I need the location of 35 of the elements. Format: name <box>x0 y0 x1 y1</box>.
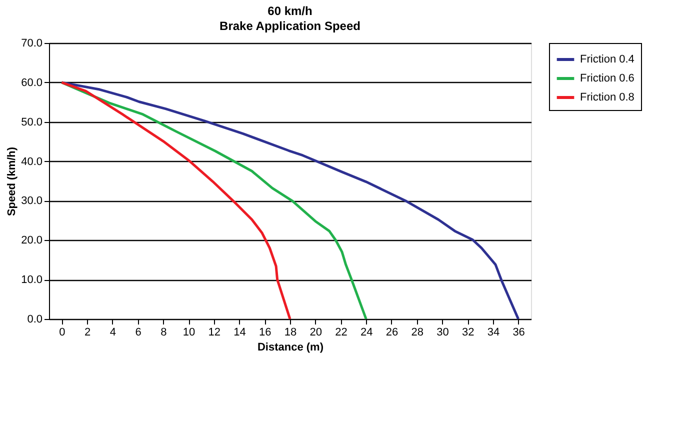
x-tick-label: 26 <box>386 326 398 338</box>
x-tick-label: 0 <box>59 326 66 338</box>
x-tick-label: 10 <box>182 326 196 338</box>
y-tick-label: 60.0 <box>21 76 42 89</box>
line-series <box>60 81 292 320</box>
x-tick-label: 34 <box>487 326 500 338</box>
legend-label: Friction 0.6 <box>580 72 634 84</box>
x-axis-title: Distance (m) <box>257 342 324 354</box>
y-tick-label: 0.0 <box>27 314 42 326</box>
y-tick-label: 50.0 <box>21 116 42 128</box>
y-tick-label: 20.0 <box>21 234 42 247</box>
x-tick-label: 32 <box>462 326 474 338</box>
y-axis-title: Speed (km/h) <box>6 146 18 216</box>
x-tick-label: 18 <box>284 326 297 338</box>
chart-title: 60 km/h <box>268 4 312 18</box>
x-tick-label: 30 <box>436 326 449 338</box>
x-tick-label: 36 <box>512 326 525 338</box>
x-tick-label: 24 <box>360 326 373 338</box>
chart-subtitle: Brake Application Speed <box>220 19 360 33</box>
x-tick-label: 4 <box>110 326 116 338</box>
x-tick-label: 2 <box>84 326 91 338</box>
y-tick-label: 70.0 <box>21 38 42 50</box>
x-tick-label: 20 <box>310 326 322 338</box>
x-tick-label: 16 <box>259 326 272 338</box>
legend-label: Friction 0.4 <box>580 54 634 66</box>
y-tick-label: 40.0 <box>21 156 42 168</box>
legend-label: Friction 0.8 <box>580 92 634 104</box>
x-tick-label: 8 <box>160 326 167 338</box>
y-tick-label: 30.0 <box>21 195 42 208</box>
x-tick-label: 22 <box>335 326 348 338</box>
x-tick-label: 14 <box>234 326 246 338</box>
y-tick-label: 10.0 <box>21 274 42 286</box>
x-tick-label: 6 <box>135 326 142 338</box>
x-tick-label: 28 <box>411 326 424 338</box>
x-tick-label: 12 <box>208 326 221 338</box>
